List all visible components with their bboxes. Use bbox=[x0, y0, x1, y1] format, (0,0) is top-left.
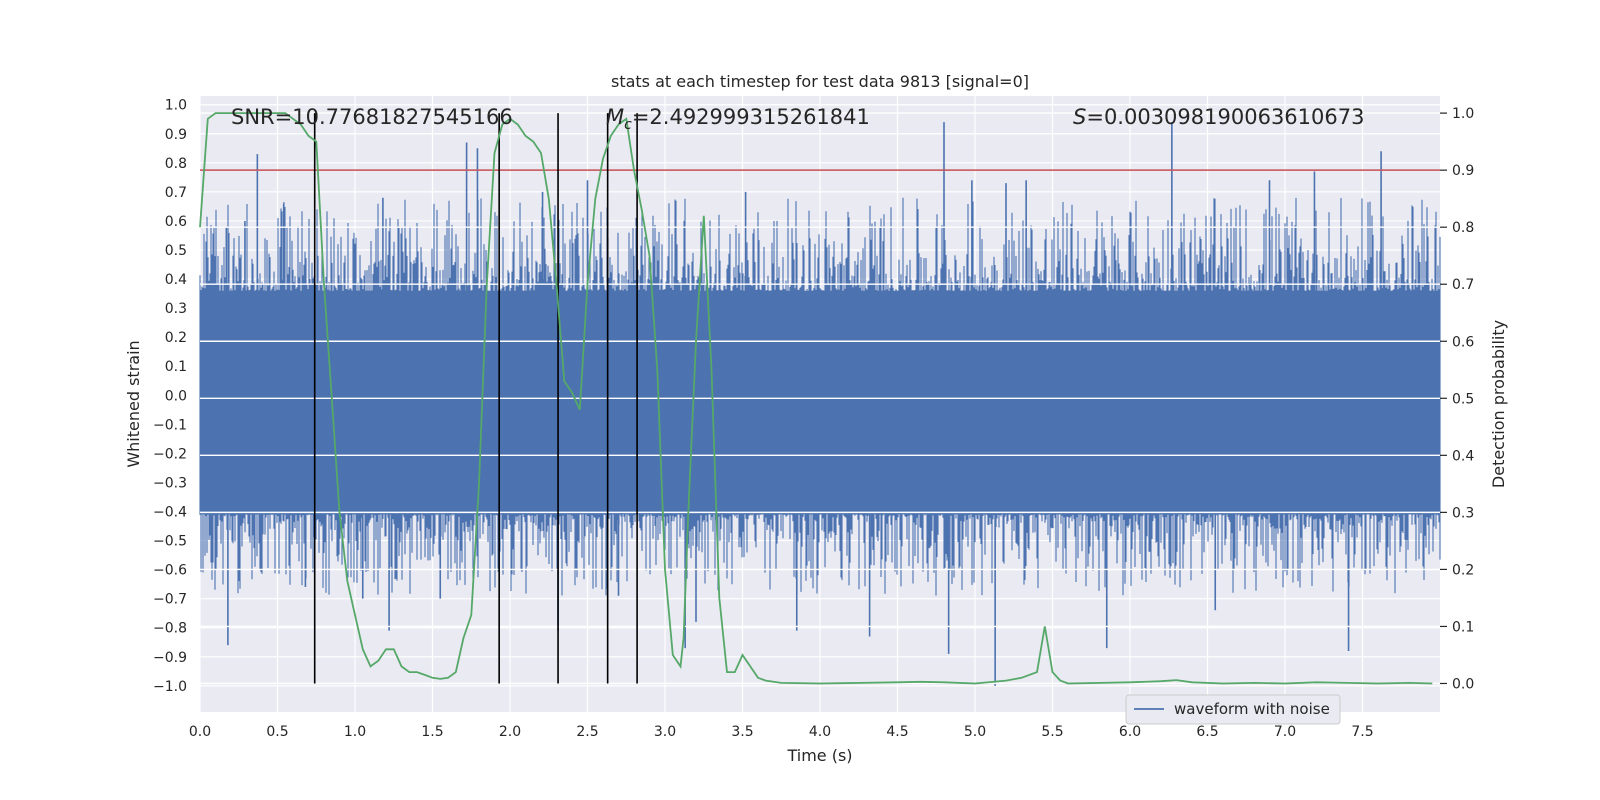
x-tick-label: 5.5 bbox=[1041, 724, 1063, 740]
y-right-ticks: 1.0 0.9 0.8 0.7 0.6 0.5 0.4 0.3 0.2 0.1 0.0 bbox=[1440, 106, 1474, 692]
x-tick-label: 0.5 bbox=[266, 724, 288, 740]
y-left-tick-label: 0.0 bbox=[165, 388, 187, 404]
y-right-tick-label: 0.8 bbox=[1452, 220, 1474, 236]
legend-box bbox=[1125, 694, 1341, 725]
y-left-tick-label: 1.0 bbox=[165, 98, 187, 114]
x-tick-label: 0.0 bbox=[189, 724, 211, 740]
s-value: =0.003098190063610673 bbox=[1086, 105, 1364, 129]
x-tick-label: 1.5 bbox=[421, 724, 443, 740]
x-tick-label: 1.0 bbox=[344, 724, 366, 740]
x-tick-label: 4.5 bbox=[886, 724, 908, 740]
y-left-tick-label: −0.6 bbox=[153, 563, 187, 579]
s-symbol: S bbox=[1073, 105, 1086, 129]
y-left-tick-label: 0.6 bbox=[165, 214, 187, 230]
y-left-tick-label: 0.8 bbox=[165, 156, 187, 172]
y-left-tick-label: −0.8 bbox=[153, 621, 187, 637]
y-right-tick-label: 0.2 bbox=[1452, 562, 1474, 578]
x-tick-label: 7.0 bbox=[1274, 724, 1296, 740]
x-axis-label: Time (s) bbox=[786, 746, 852, 765]
y-right-tick-label: 1.0 bbox=[1452, 106, 1474, 122]
y-right-tick-label: 0.0 bbox=[1452, 676, 1474, 692]
x-tick-label: 3.0 bbox=[654, 724, 676, 740]
x-tick-label: 5.0 bbox=[964, 724, 986, 740]
legend-label: waveform with noise bbox=[1174, 700, 1330, 718]
mc-symbol: M bbox=[606, 105, 624, 129]
y-left-tick-label: 0.1 bbox=[165, 359, 187, 375]
x-tick-label: 3.5 bbox=[731, 724, 753, 740]
x-tick-label: 7.5 bbox=[1351, 724, 1373, 740]
x-ticks: 0.0 0.5 1.0 1.5 2.0 2.5 3.0 3.5 4.0 4.5 5.0 5.5 6.0 6… bbox=[189, 724, 1374, 740]
y-left-tick-label: 0.2 bbox=[165, 330, 187, 346]
chart-title: stats at each timestep for test data 981… bbox=[611, 72, 1029, 91]
vertical-markers bbox=[313, 113, 638, 684]
x-tick-label: 6.0 bbox=[1119, 724, 1141, 740]
y-left-tick-label: −0.3 bbox=[153, 475, 187, 491]
y-left-tick-label: 0.3 bbox=[165, 301, 187, 317]
snr-annotation: SNR=10.77681827545166 bbox=[231, 105, 513, 129]
mc-annotation: Mc=2.492999315261841 bbox=[606, 105, 870, 133]
y-left-tick-label: −0.7 bbox=[153, 592, 187, 608]
y-left-tick-label: 0.5 bbox=[165, 243, 187, 259]
waveform-series bbox=[199, 122, 1441, 686]
y-left-tick-label: −1.0 bbox=[153, 679, 187, 695]
y-left-tick-label: 0.7 bbox=[165, 185, 187, 201]
y-right-tick-label: 0.7 bbox=[1452, 277, 1474, 293]
y-left-tick-label: −0.2 bbox=[153, 446, 187, 462]
y-right-tick-label: 0.4 bbox=[1452, 448, 1474, 464]
y-left-tick-label: −0.5 bbox=[153, 534, 187, 550]
y-left-ticks: 1.0 0.9 0.8 0.7 0.6 0.5 0.4 0.3 0.2 0.1 0.0 −0.1 −0.… bbox=[153, 98, 187, 695]
mc-subscript: c bbox=[624, 117, 632, 133]
legend: waveform with noise bbox=[1125, 694, 1341, 725]
x-tick-label: 6.5 bbox=[1196, 724, 1218, 740]
y-left-tick-label: −0.4 bbox=[153, 505, 187, 521]
x-tick-label: 2.5 bbox=[576, 724, 598, 740]
y-right-tick-label: 0.3 bbox=[1452, 505, 1474, 521]
y-right-tick-label: 0.9 bbox=[1452, 163, 1474, 179]
y-left-tick-label: −0.1 bbox=[153, 417, 187, 433]
y-right-tick-label: 0.1 bbox=[1452, 619, 1474, 635]
y-right-tick-label: 0.5 bbox=[1452, 391, 1474, 407]
waveform-noise bbox=[199, 197, 1441, 596]
y-left-tick-label: 0.4 bbox=[165, 272, 187, 288]
mc-value: =2.492999315261841 bbox=[632, 105, 870, 129]
x-tick-label: 2.0 bbox=[499, 724, 521, 740]
probability-line bbox=[199, 112, 1433, 685]
y-left-tick-label: 0.9 bbox=[165, 127, 187, 143]
s-annotation: S=0.003098190063610673 bbox=[1073, 105, 1364, 129]
x-tick-label: 4.0 bbox=[809, 724, 831, 740]
y-axis-label-left: Whitened strain bbox=[124, 340, 143, 467]
y-left-tick-label: −0.9 bbox=[153, 650, 187, 666]
y-right-tick-label: 0.6 bbox=[1452, 334, 1474, 350]
y-axis-label-right: Detection probability bbox=[1489, 320, 1508, 488]
